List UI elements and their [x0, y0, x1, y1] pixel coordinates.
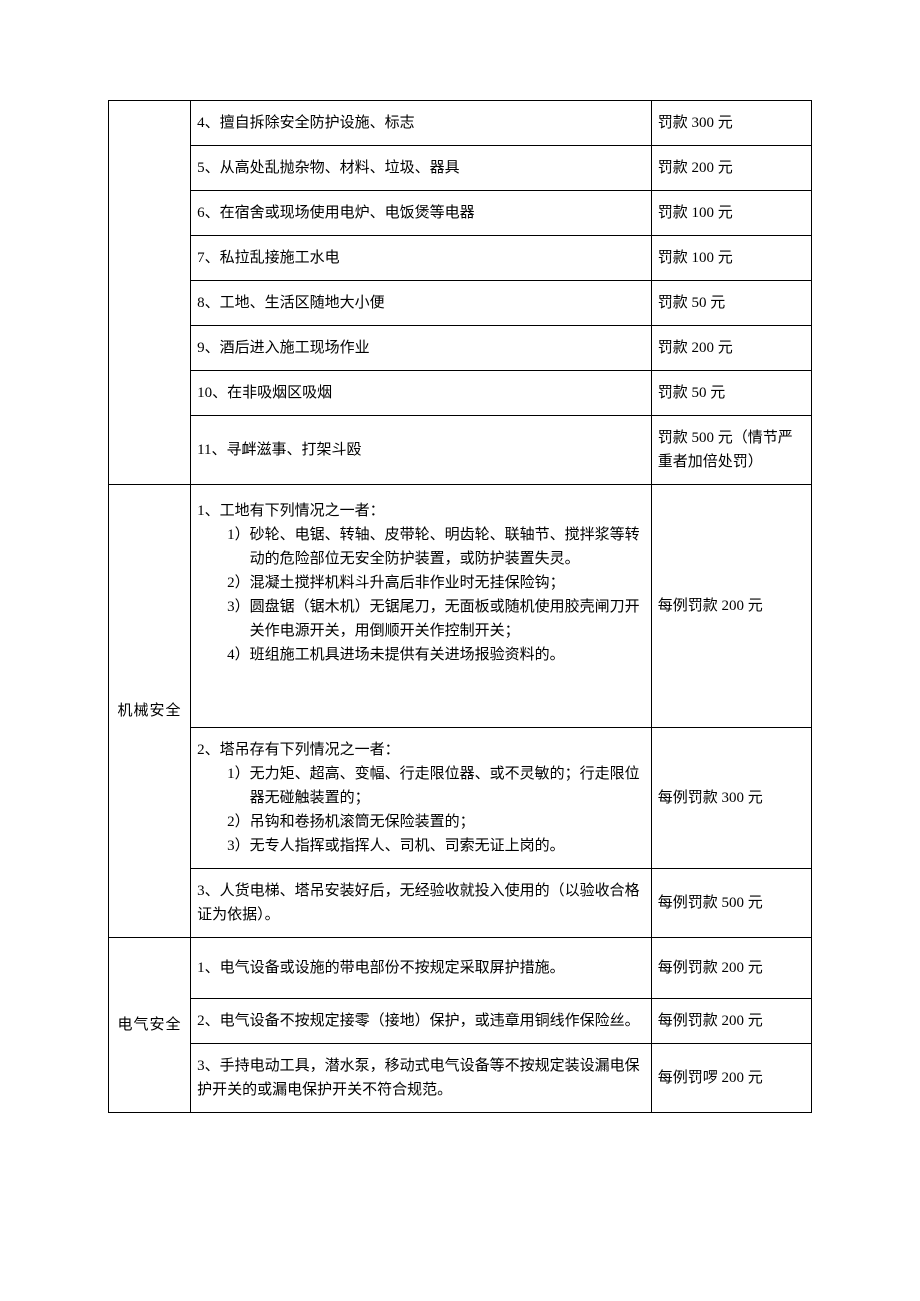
penalty-cell: 罚款 100 元 — [651, 236, 811, 281]
penalty-cell: 罚款 100 元 — [651, 191, 811, 236]
table-body: 4、擅自拆除安全防护设施、标志 罚款 300 元 5、从高处乱抛杂物、材料、垃圾… — [109, 101, 812, 1113]
desc-cell: 11、寻衅滋事、打架斗殴 — [191, 416, 652, 485]
penalty-cell: 罚款 300 元 — [651, 101, 811, 146]
desc-item: 3）圆盘锯（锯木机）无锯尾刀，无面板或随机使用胶壳闸刀开关作电源开关，用倒顺开关… — [197, 595, 645, 643]
table-row: 9、酒后进入施工现场作业 罚款 200 元 — [109, 326, 812, 371]
desc-cell: 4、擅自拆除安全防护设施、标志 — [191, 101, 652, 146]
table-row: 7、私拉乱接施工水电 罚款 100 元 — [109, 236, 812, 281]
category-cell — [109, 101, 191, 485]
desc-cell: 3、手持电动工具，潜水泵，移动式电气设备等不按规定装设漏电保护开关的或漏电保护开… — [191, 1044, 652, 1113]
desc-item: 1）无力矩、超高、变幅、行走限位器、或不灵敏的；行走限位器无碰触装置的； — [197, 762, 645, 810]
penalty-table: 4、擅自拆除安全防护设施、标志 罚款 300 元 5、从高处乱抛杂物、材料、垃圾… — [108, 100, 812, 1113]
table-row: 电气安全 1、电气设备或设施的带电部份不按规定采取屏护措施。 每例罚款 200 … — [109, 938, 812, 999]
table-row: 8、工地、生活区随地大小便 罚款 50 元 — [109, 281, 812, 326]
table-row: 4、擅自拆除安全防护设施、标志 罚款 300 元 — [109, 101, 812, 146]
penalty-cell: 每例罚款 200 元 — [651, 938, 811, 999]
desc-cell: 6、在宿舍或现场使用电炉、电饭煲等电器 — [191, 191, 652, 236]
table-row: 2、电气设备不按规定接零（接地）保护，或违章用铜线作保险丝。 每例罚款 200 … — [109, 999, 812, 1044]
penalty-cell: 罚款 50 元 — [651, 371, 811, 416]
table-row: 2、塔吊存有下列情况之一者： 1）无力矩、超高、变幅、行走限位器、或不灵敏的；行… — [109, 728, 812, 869]
penalty-cell: 罚款 50 元 — [651, 281, 811, 326]
desc-cell: 10、在非吸烟区吸烟 — [191, 371, 652, 416]
penalty-cell: 每例罚啰 200 元 — [651, 1044, 811, 1113]
desc-cell: 1、工地有下列情况之一者： 1）砂轮、电锯、转轴、皮带轮、明齿轮、联轴节、搅拌浆… — [191, 485, 652, 728]
penalty-cell: 每例罚款 500 元 — [651, 869, 811, 938]
table-row: 3、人货电梯、塔吊安装好后，无经验收就投入使用的（以验收合格证为依据）。 每例罚… — [109, 869, 812, 938]
penalty-cell: 罚款 500 元（情节严重者加倍处罚） — [651, 416, 811, 485]
desc-item: 4）班组施工机具进场未提供有关进场报验资料的。 — [197, 643, 645, 667]
desc-cell: 2、电气设备不按规定接零（接地）保护，或违章用铜线作保险丝。 — [191, 999, 652, 1044]
table-row: 11、寻衅滋事、打架斗殴 罚款 500 元（情节严重者加倍处罚） — [109, 416, 812, 485]
penalty-cell: 每例罚款 200 元 — [651, 999, 811, 1044]
category-cell: 电气安全 — [109, 938, 191, 1113]
desc-item: 2）混凝土搅拌机料斗升高后非作业时无挂保险钩； — [197, 571, 645, 595]
penalty-cell: 每例罚款 200 元 — [651, 485, 811, 728]
table-row: 10、在非吸烟区吸烟 罚款 50 元 — [109, 371, 812, 416]
desc-cell: 7、私拉乱接施工水电 — [191, 236, 652, 281]
table-row: 6、在宿舍或现场使用电炉、电饭煲等电器 罚款 100 元 — [109, 191, 812, 236]
desc-cell: 5、从高处乱抛杂物、材料、垃圾、器具 — [191, 146, 652, 191]
desc-main: 1、工地有下列情况之一者： — [197, 499, 645, 523]
table-row: 机械安全 1、工地有下列情况之一者： 1）砂轮、电锯、转轴、皮带轮、明齿轮、联轴… — [109, 485, 812, 728]
table-row: 3、手持电动工具，潜水泵，移动式电气设备等不按规定装设漏电保护开关的或漏电保护开… — [109, 1044, 812, 1113]
desc-cell: 2、塔吊存有下列情况之一者： 1）无力矩、超高、变幅、行走限位器、或不灵敏的；行… — [191, 728, 652, 869]
desc-item: 2）吊钩和卷扬机滚筒无保险装置的； — [197, 810, 645, 834]
penalty-cell: 罚款 200 元 — [651, 146, 811, 191]
penalty-cell: 每例罚款 300 元 — [651, 728, 811, 869]
table-row: 5、从高处乱抛杂物、材料、垃圾、器具 罚款 200 元 — [109, 146, 812, 191]
penalty-cell: 罚款 200 元 — [651, 326, 811, 371]
desc-cell: 8、工地、生活区随地大小便 — [191, 281, 652, 326]
desc-item: 3）无专人指挥或指挥人、司机、司索无证上岗的。 — [197, 834, 645, 858]
desc-cell: 3、人货电梯、塔吊安装好后，无经验收就投入使用的（以验收合格证为依据）。 — [191, 869, 652, 938]
category-cell: 机械安全 — [109, 485, 191, 938]
desc-main: 2、塔吊存有下列情况之一者： — [197, 738, 645, 762]
desc-cell: 9、酒后进入施工现场作业 — [191, 326, 652, 371]
desc-cell: 1、电气设备或设施的带电部份不按规定采取屏护措施。 — [191, 938, 652, 999]
desc-item: 1）砂轮、电锯、转轴、皮带轮、明齿轮、联轴节、搅拌浆等转动的危险部位无安全防护装… — [197, 523, 645, 571]
